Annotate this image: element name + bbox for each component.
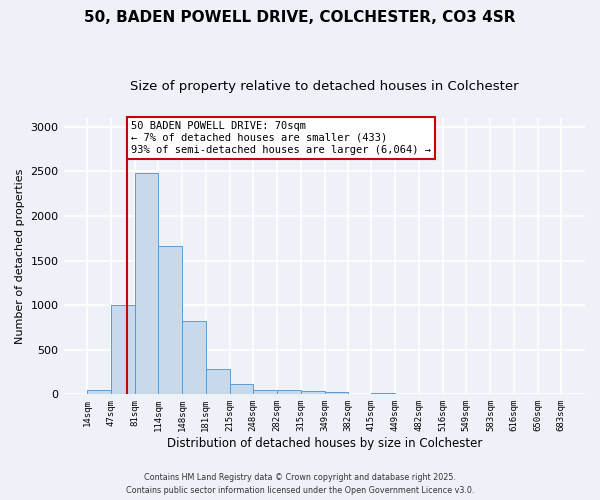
Bar xyxy=(230,384,253,394)
Bar xyxy=(135,173,158,394)
Bar xyxy=(371,392,395,394)
Bar xyxy=(182,321,206,394)
Bar xyxy=(277,390,301,394)
Text: Contains HM Land Registry data © Crown copyright and database right 2025.
Contai: Contains HM Land Registry data © Crown c… xyxy=(126,474,474,495)
Text: 50 BADEN POWELL DRIVE: 70sqm
← 7% of detached houses are smaller (433)
93% of se: 50 BADEN POWELL DRIVE: 70sqm ← 7% of det… xyxy=(131,122,431,154)
Text: 50, BADEN POWELL DRIVE, COLCHESTER, CO3 4SR: 50, BADEN POWELL DRIVE, COLCHESTER, CO3 … xyxy=(84,10,516,25)
Bar xyxy=(253,390,277,394)
X-axis label: Distribution of detached houses by size in Colchester: Distribution of detached houses by size … xyxy=(167,437,482,450)
Bar xyxy=(325,392,348,394)
Bar xyxy=(158,246,182,394)
Bar xyxy=(206,370,230,394)
Y-axis label: Number of detached properties: Number of detached properties xyxy=(15,168,25,344)
Title: Size of property relative to detached houses in Colchester: Size of property relative to detached ho… xyxy=(130,80,518,93)
Bar xyxy=(87,390,110,394)
Bar xyxy=(301,391,325,394)
Bar xyxy=(110,305,135,394)
